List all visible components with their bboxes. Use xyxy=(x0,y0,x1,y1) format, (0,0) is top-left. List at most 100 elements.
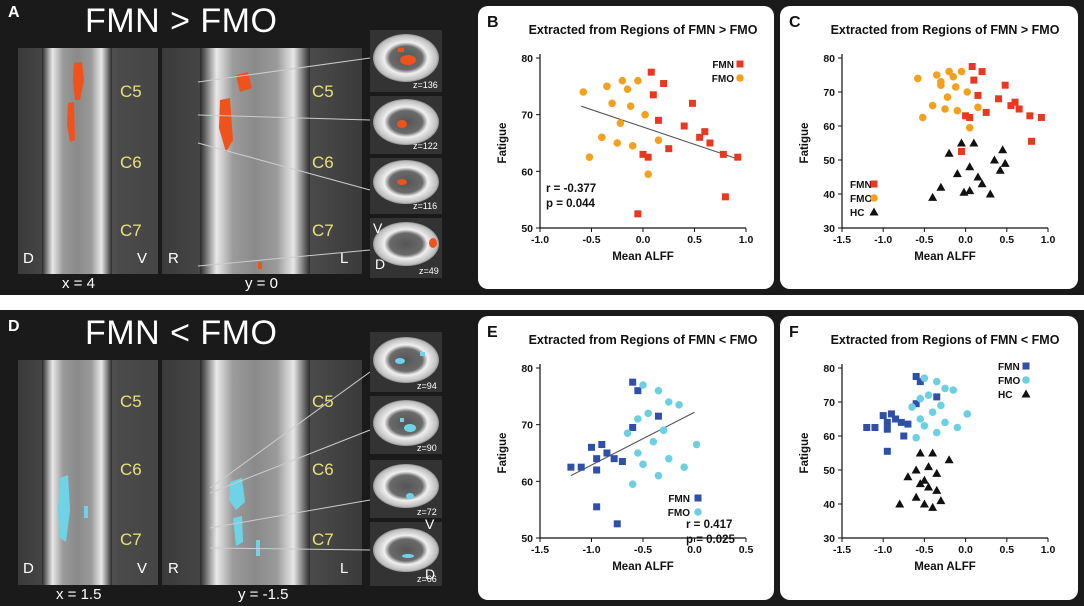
orientation-label: D xyxy=(23,250,34,267)
data-point-fmn xyxy=(1007,102,1015,110)
data-point-hc xyxy=(911,465,921,474)
data-point-fmo xyxy=(932,377,941,386)
x-tick-label: 0.0 xyxy=(958,544,973,556)
x-tick-label: -1.0 xyxy=(874,234,892,246)
legend-marker xyxy=(694,508,702,516)
data-point-fmo xyxy=(932,71,941,79)
x-tick-label: -1.0 xyxy=(874,544,892,556)
data-point-fmn xyxy=(904,420,912,428)
orientation-label: D xyxy=(23,560,34,577)
data-point-hc xyxy=(928,502,938,511)
level-label: C7 xyxy=(120,530,142,549)
sagittal-cord xyxy=(42,360,112,585)
data-point-fmn xyxy=(634,210,642,218)
orientation-label: V xyxy=(425,516,435,532)
data-point-fmn xyxy=(883,425,891,433)
data-point-fmo xyxy=(639,460,647,469)
data-point-fmn xyxy=(644,153,652,161)
legend-marker xyxy=(736,60,744,68)
data-point-fmn xyxy=(957,148,965,155)
scatter-chart-f: Extracted from Regions of FMN < FMO -1.5 -… xyxy=(799,333,1060,573)
data-point-hc xyxy=(915,448,925,457)
axial-slice xyxy=(370,218,442,278)
data-point-hc xyxy=(944,148,954,157)
data-point-fmn xyxy=(970,76,978,84)
panel-label-d: D xyxy=(8,318,20,335)
chart-card-b: Extracted from Regions of FMN > FMO -1.0 -… xyxy=(478,6,774,289)
orientation-label: D xyxy=(425,566,436,582)
x-tick-label: 1.0 xyxy=(739,234,754,246)
data-point-fmn xyxy=(660,80,668,87)
data-point-fmn xyxy=(1037,114,1045,121)
data-point-fmo xyxy=(957,67,966,76)
slice-coordinate: y = 0 xyxy=(245,275,278,292)
top-title: FMN > FMO xyxy=(85,2,278,40)
legend-label: FMO xyxy=(712,74,734,85)
data-point-fmo xyxy=(953,106,962,115)
y-tick-label: 50 xyxy=(521,533,533,545)
axial-slice xyxy=(370,158,442,214)
data-point-fmo xyxy=(932,428,941,437)
orientation-label: V xyxy=(137,560,148,577)
data-point-fmn xyxy=(629,378,637,386)
orientation-label: L xyxy=(340,250,349,267)
data-point-fmn xyxy=(968,63,976,70)
sagittal-activation-blob xyxy=(73,62,84,100)
legend-marker xyxy=(736,74,744,82)
chart-card-f: Extracted from Regions of FMN < FMO -1.5 -… xyxy=(780,316,1078,600)
data-point-fmn xyxy=(871,424,879,431)
top-row-panel: A FMN > FMO xyxy=(0,0,1084,295)
orientation-label: D xyxy=(375,256,386,272)
legend-label: HC xyxy=(998,390,1012,401)
data-point-fmn xyxy=(887,410,895,418)
legend-marker xyxy=(870,180,878,188)
orientation-label: V xyxy=(373,220,383,236)
data-point-fmo xyxy=(634,415,642,423)
data-point-fmn xyxy=(598,441,606,448)
data-point-fmo xyxy=(654,136,663,144)
data-point-fmn xyxy=(883,418,891,426)
data-point-fmo xyxy=(941,384,949,393)
data-point-fmo xyxy=(626,102,635,110)
data-point-fmo xyxy=(603,82,611,91)
y-axis-label: Fatigue xyxy=(799,433,811,474)
y-tick-label: 70 xyxy=(823,87,835,99)
data-point-fmn xyxy=(688,99,696,107)
chart-title: Extracted from Regions of FMN > FMO xyxy=(529,23,758,37)
data-point-fmo xyxy=(616,119,625,127)
x-axis-label: Mean ALFF xyxy=(914,561,976,573)
stat-annotation: p = 0.025 xyxy=(686,534,736,546)
legend-label: FMN xyxy=(668,494,690,505)
data-point-fmn xyxy=(603,449,611,457)
level-label: C7 xyxy=(312,530,334,549)
data-point-fmo xyxy=(945,67,953,76)
data-point-fmn xyxy=(629,424,637,431)
data-point-hc xyxy=(936,182,946,191)
orientation-label: V xyxy=(137,250,148,267)
axial-z-label: z=94 xyxy=(417,381,437,391)
level-label: C5 xyxy=(312,392,334,411)
stat-annotation: p = 0.044 xyxy=(546,198,596,210)
data-point-hc xyxy=(985,189,995,198)
legend-label: FMN xyxy=(850,180,872,191)
x-tick-label: -1.0 xyxy=(531,234,549,246)
legend-marker xyxy=(694,494,702,502)
chart-card-e: Extracted from Regions of FMN < FMO -1.5 -… xyxy=(478,316,774,600)
data-point-hc xyxy=(915,479,925,488)
data-point-fmn xyxy=(593,466,601,474)
x-tick-label: 1.0 xyxy=(1041,544,1056,556)
data-point-fmo xyxy=(598,133,606,142)
y-tick-label: 50 xyxy=(823,155,835,167)
data-point-fmo xyxy=(908,403,916,411)
data-point-hc xyxy=(995,165,1005,174)
data-point-fmo xyxy=(953,423,962,432)
y-tick-label: 60 xyxy=(521,476,533,488)
x-tick-label: -0.5 xyxy=(915,544,933,556)
data-point-fmo xyxy=(654,471,663,480)
data-point-fmn xyxy=(863,424,871,431)
orientation-label: L xyxy=(340,560,349,577)
regression-line xyxy=(581,105,742,161)
data-point-hc xyxy=(924,482,934,491)
data-point-fmn xyxy=(654,116,662,124)
orientation-label: R xyxy=(168,560,179,577)
